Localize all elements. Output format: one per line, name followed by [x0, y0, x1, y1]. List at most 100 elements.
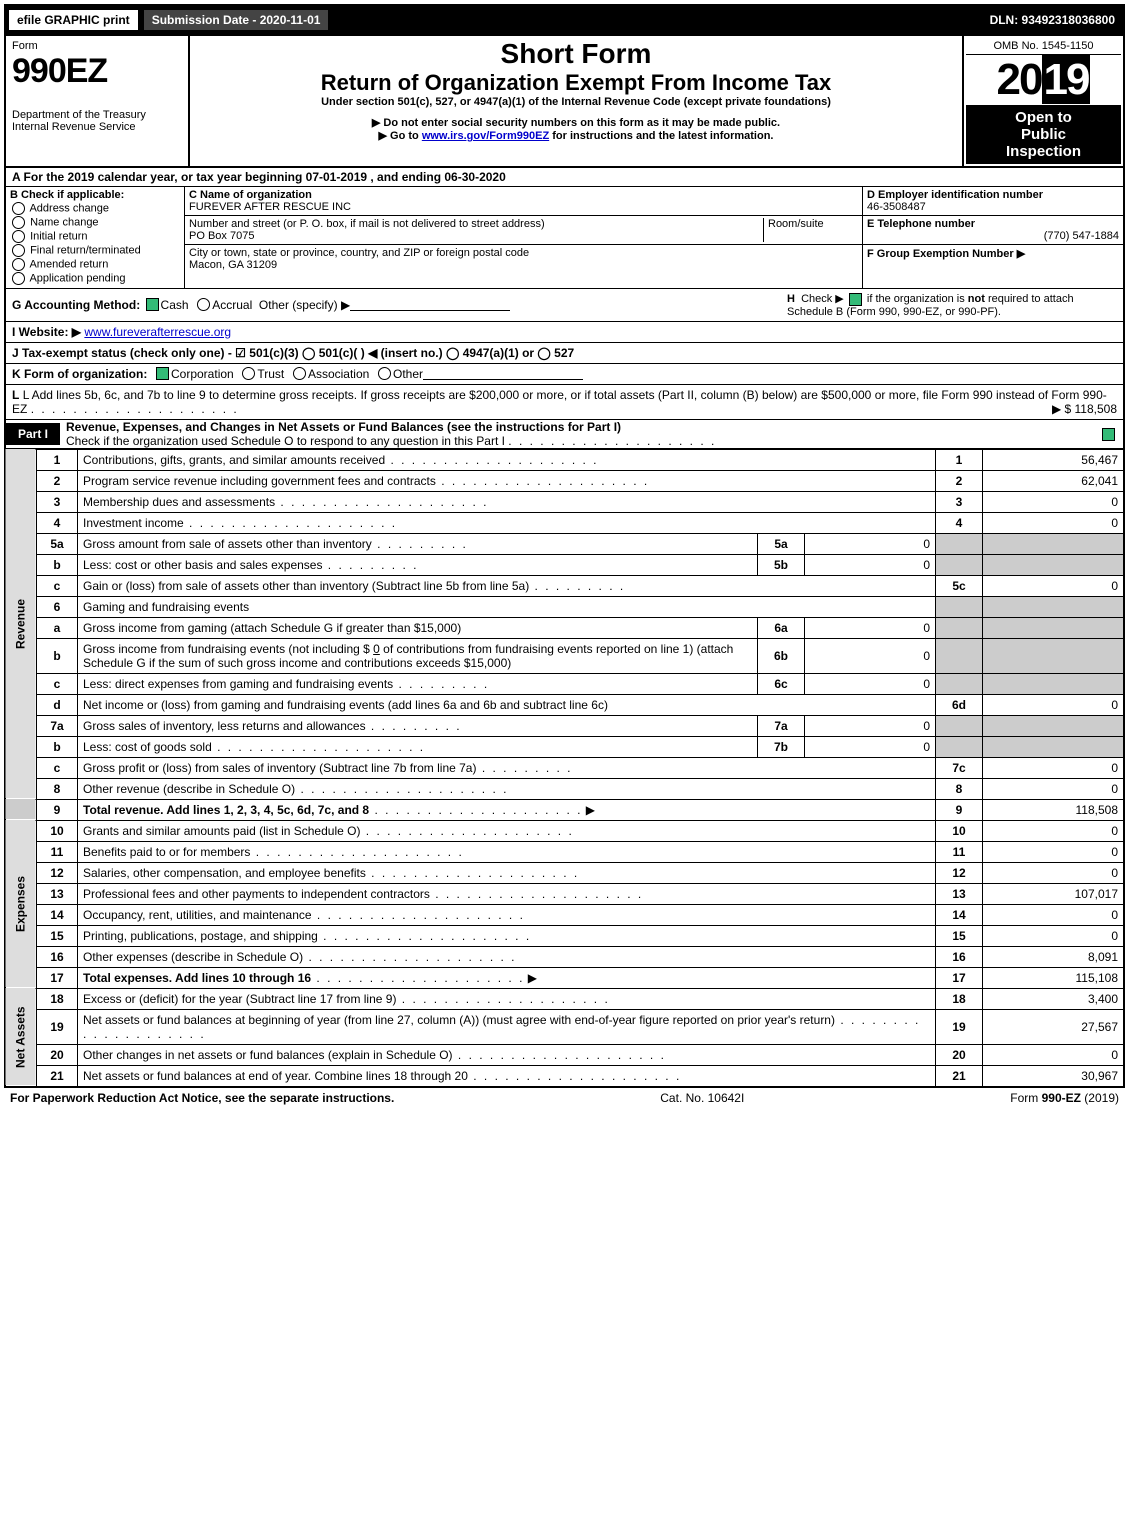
side-expenses: Expenses — [5, 820, 37, 988]
l7b-sn: 7b — [758, 736, 805, 757]
chk-accrual[interactable] — [197, 298, 210, 311]
chk-cash[interactable] — [146, 298, 159, 311]
l8-desc: Other revenue (describe in Schedule O) — [83, 782, 295, 796]
l7b-num: b — [37, 736, 78, 757]
chk-corporation[interactable] — [156, 367, 169, 380]
l14-val: 0 — [983, 904, 1125, 925]
l6b-sv: 0 — [805, 638, 936, 673]
chk-final-return[interactable] — [12, 244, 25, 257]
footer-right-pre: Form — [1010, 1091, 1041, 1105]
chk-application-pending[interactable] — [12, 272, 25, 285]
ein-value: 46-3508487 — [867, 201, 926, 213]
l12-rnum: 12 — [936, 862, 983, 883]
top-bar: efile GRAPHIC print Submission Date - 20… — [4, 4, 1125, 36]
l7a-desc: Gross sales of inventory, less returns a… — [83, 719, 366, 733]
l5a-num: 5a — [37, 533, 78, 554]
l11-rnum: 11 — [936, 841, 983, 862]
l5c-num: c — [37, 575, 78, 596]
lbl-trust: Trust — [257, 367, 284, 381]
website-link[interactable]: www.fureverafterrescue.org — [84, 325, 231, 339]
l20-num: 20 — [37, 1044, 78, 1065]
l12-val: 0 — [983, 862, 1125, 883]
chk-initial-return[interactable] — [12, 230, 25, 243]
l14-rnum: 14 — [936, 904, 983, 925]
irs-link[interactable]: www.irs.gov/Form990EZ — [422, 130, 549, 142]
l20-val: 0 — [983, 1044, 1125, 1065]
l6b-num: b — [37, 638, 78, 673]
l9-num: 9 — [37, 799, 78, 820]
irs-label: Internal Revenue Service — [12, 121, 182, 133]
l1-val: 56,467 — [983, 449, 1125, 470]
lbl-other-specify: Other (specify) ▶ — [259, 298, 350, 312]
form-header: Form 990EZ Department of the Treasury In… — [4, 36, 1125, 168]
tax-year: 2019 — [966, 55, 1121, 105]
chk-other-org[interactable] — [378, 367, 391, 380]
l7b-desc: Less: cost of goods sold — [83, 740, 212, 754]
h-schedule-b: H Check ▶ if the organization is not req… — [787, 292, 1117, 318]
year-19: 19 — [1042, 55, 1091, 104]
l10-num: 10 — [37, 820, 78, 841]
l16-val: 8,091 — [983, 946, 1125, 967]
l7a-num: 7a — [37, 715, 78, 736]
l1-rnum: 1 — [936, 449, 983, 470]
l3-num: 3 — [37, 491, 78, 512]
l9-val: 118,508 — [983, 799, 1125, 820]
l6c-num: c — [37, 673, 78, 694]
l7c-rnum: 7c — [936, 757, 983, 778]
l5c-rnum: 5c — [936, 575, 983, 596]
l6b-desc1: Gross income from fundraising events (no… — [83, 642, 373, 656]
l6d-val: 0 — [983, 694, 1125, 715]
l15-rnum: 15 — [936, 925, 983, 946]
lbl-amended-return: Amended return — [29, 258, 108, 270]
lbl-application-pending: Application pending — [29, 272, 125, 284]
efile-print-button[interactable]: efile GRAPHIC print — [8, 9, 139, 31]
l3-rnum: 3 — [936, 491, 983, 512]
l6a-num: a — [37, 617, 78, 638]
l19-rnum: 19 — [936, 1009, 983, 1044]
l5b-sn: 5b — [758, 554, 805, 575]
l2-rnum: 2 — [936, 470, 983, 491]
part1-sub: Check if the organization used Schedule … — [66, 434, 505, 448]
l5a-sv: 0 — [805, 533, 936, 554]
l3-val: 0 — [983, 491, 1125, 512]
city-value: Macon, GA 31209 — [189, 259, 277, 271]
chk-association[interactable] — [293, 367, 306, 380]
l15-num: 15 — [37, 925, 78, 946]
l6a-sn: 6a — [758, 617, 805, 638]
l5b-sv: 0 — [805, 554, 936, 575]
row-l-gross-receipts: L L Add lines 5b, 6c, and 7b to line 9 t… — [4, 385, 1125, 420]
l6c-desc: Less: direct expenses from gaming and fu… — [83, 677, 393, 691]
l-amount: ▶ $ 118,508 — [1052, 402, 1117, 416]
l17-rnum: 17 — [936, 967, 983, 988]
l17-num: 17 — [37, 967, 78, 988]
l15-val: 0 — [983, 925, 1125, 946]
other-org-input[interactable] — [423, 367, 583, 380]
row-i-website: I Website: ▶ www.fureverafterrescue.org — [4, 322, 1125, 343]
col-def: D Employer identification number 46-3508… — [863, 187, 1123, 288]
chk-amended-return[interactable] — [12, 258, 25, 271]
lbl-name-change: Name change — [30, 216, 99, 228]
l1-num: 1 — [37, 449, 78, 470]
submission-date-button[interactable]: Submission Date - 2020-11-01 — [143, 9, 330, 31]
l21-desc: Net assets or fund balances at end of ye… — [83, 1069, 468, 1083]
chk-trust[interactable] — [242, 367, 255, 380]
part1-table: Revenue 1 Contributions, gifts, grants, … — [4, 449, 1125, 1087]
chk-schedule-o[interactable] — [1102, 428, 1115, 441]
chk-name-change[interactable] — [12, 216, 25, 229]
dln-text: DLN: 93492318036800 — [990, 13, 1123, 27]
c-label: C Name of organization — [189, 189, 858, 201]
chk-address-change[interactable] — [12, 202, 25, 215]
l11-num: 11 — [37, 841, 78, 862]
chk-schedule-b[interactable] — [849, 293, 862, 306]
l5c-desc: Gain or (loss) from sale of assets other… — [83, 579, 529, 593]
l2-desc: Program service revenue including govern… — [83, 474, 436, 488]
phone-value: (770) 547-1884 — [1044, 230, 1119, 242]
l6b-amount-underline: 0 — [373, 642, 380, 656]
omb-number: OMB No. 1545-1150 — [966, 38, 1121, 55]
l17-desc: Total expenses. Add lines 10 through 16 — [83, 971, 311, 985]
l19-val: 27,567 — [983, 1009, 1125, 1044]
other-specify-input[interactable] — [350, 298, 510, 311]
l16-desc: Other expenses (describe in Schedule O) — [83, 950, 303, 964]
l14-desc: Occupancy, rent, utilities, and maintena… — [83, 908, 312, 922]
l20-rnum: 20 — [936, 1044, 983, 1065]
